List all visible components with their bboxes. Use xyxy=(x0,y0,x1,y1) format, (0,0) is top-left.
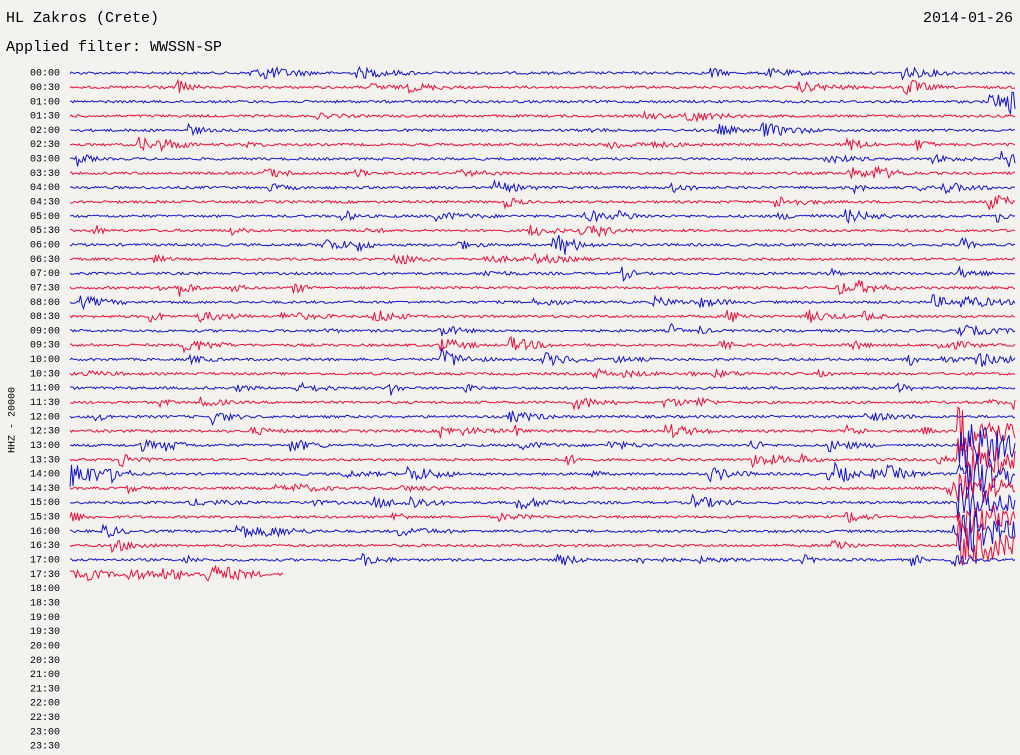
trace xyxy=(69,405,1016,453)
trace xyxy=(69,367,1016,380)
trace xyxy=(69,235,1016,255)
row-label: 03:30 xyxy=(30,169,60,180)
row-label: 11:30 xyxy=(30,398,60,409)
row-label: 15:30 xyxy=(30,513,60,524)
trace xyxy=(69,309,1016,323)
row-label: 15:00 xyxy=(30,498,60,509)
trace xyxy=(69,346,1016,367)
trace xyxy=(69,165,1016,180)
row-label: 16:00 xyxy=(30,527,60,538)
trace xyxy=(69,504,1016,535)
row-label: 23:30 xyxy=(30,742,60,753)
row-label: 18:30 xyxy=(30,598,60,609)
trace xyxy=(69,396,1016,411)
trace xyxy=(69,225,1016,238)
trace xyxy=(69,194,1016,210)
row-label: 19:00 xyxy=(30,613,60,624)
station-title: HL Zakros (Crete) xyxy=(6,10,159,27)
trace xyxy=(69,410,1016,427)
date: 2014-01-26 xyxy=(923,10,1013,27)
row-label: 02:30 xyxy=(30,140,60,151)
row-label: 04:30 xyxy=(30,198,60,209)
trace xyxy=(69,178,1016,195)
trace xyxy=(69,565,284,582)
row-label: 14:00 xyxy=(30,470,60,481)
row-label: 17:30 xyxy=(30,570,60,581)
row-label: 17:00 xyxy=(30,556,60,567)
row-label: 07:00 xyxy=(30,269,60,280)
row-label: 10:00 xyxy=(30,355,60,366)
row-label: 12:00 xyxy=(30,412,60,423)
row-label: 03:00 xyxy=(30,155,60,166)
row-label: 22:30 xyxy=(30,713,60,724)
row-label: 22:00 xyxy=(30,699,60,710)
row-label: 16:30 xyxy=(30,541,60,552)
row-label: 09:00 xyxy=(30,326,60,337)
row-label: 02:00 xyxy=(30,126,60,137)
trace xyxy=(69,78,1016,96)
row-label: 13:30 xyxy=(30,455,60,466)
row-label: 13:00 xyxy=(30,441,60,452)
row-label: 14:30 xyxy=(30,484,60,495)
row-label: 19:30 xyxy=(30,627,60,638)
trace xyxy=(69,473,1016,503)
trace xyxy=(69,453,1016,494)
trace xyxy=(69,109,1016,123)
row-label: 04:00 xyxy=(30,183,60,194)
row-label: 08:30 xyxy=(30,312,60,323)
trace xyxy=(69,482,1016,520)
row-label: 20:00 xyxy=(30,641,60,652)
trace xyxy=(69,151,1016,168)
row-label: 05:00 xyxy=(30,212,60,223)
trace xyxy=(69,65,1016,81)
row-label: 11:00 xyxy=(30,384,60,395)
row-label: 09:30 xyxy=(30,341,60,352)
trace xyxy=(69,91,1016,116)
trace xyxy=(69,136,1016,153)
trace xyxy=(69,438,1016,481)
row-label: 01:00 xyxy=(30,97,60,108)
axis-label: HHZ - 20000 xyxy=(8,387,19,453)
trace xyxy=(69,279,1016,297)
trace xyxy=(69,424,1016,468)
row-label: 18:00 xyxy=(30,584,60,595)
trace xyxy=(69,381,1016,396)
trace xyxy=(69,335,1016,354)
trace xyxy=(69,252,1016,265)
row-label: 06:00 xyxy=(30,240,60,251)
trace xyxy=(69,294,1016,311)
row-label: 06:30 xyxy=(30,255,60,266)
trace xyxy=(69,553,1016,567)
row-label: 21:30 xyxy=(30,684,60,695)
row-label: 23:00 xyxy=(30,727,60,738)
row-label: 00:00 xyxy=(30,69,60,80)
row-label: 10:30 xyxy=(30,369,60,380)
filter-label: Applied filter: WWSSN-SP xyxy=(6,39,222,56)
row-label: 12:30 xyxy=(30,427,60,438)
trace xyxy=(69,520,1016,566)
trace xyxy=(69,265,1015,282)
trace xyxy=(70,209,1016,224)
row-label: 05:30 xyxy=(30,226,60,237)
row-label: 00:30 xyxy=(30,83,60,94)
row-label: 01:30 xyxy=(30,112,60,123)
row-label: 20:30 xyxy=(30,656,60,667)
trace xyxy=(69,122,1016,137)
row-label: 08:00 xyxy=(30,298,60,309)
trace xyxy=(69,323,1016,338)
row-label: 07:30 xyxy=(30,283,60,294)
row-label: 21:00 xyxy=(30,670,60,681)
trace xyxy=(69,510,1016,554)
